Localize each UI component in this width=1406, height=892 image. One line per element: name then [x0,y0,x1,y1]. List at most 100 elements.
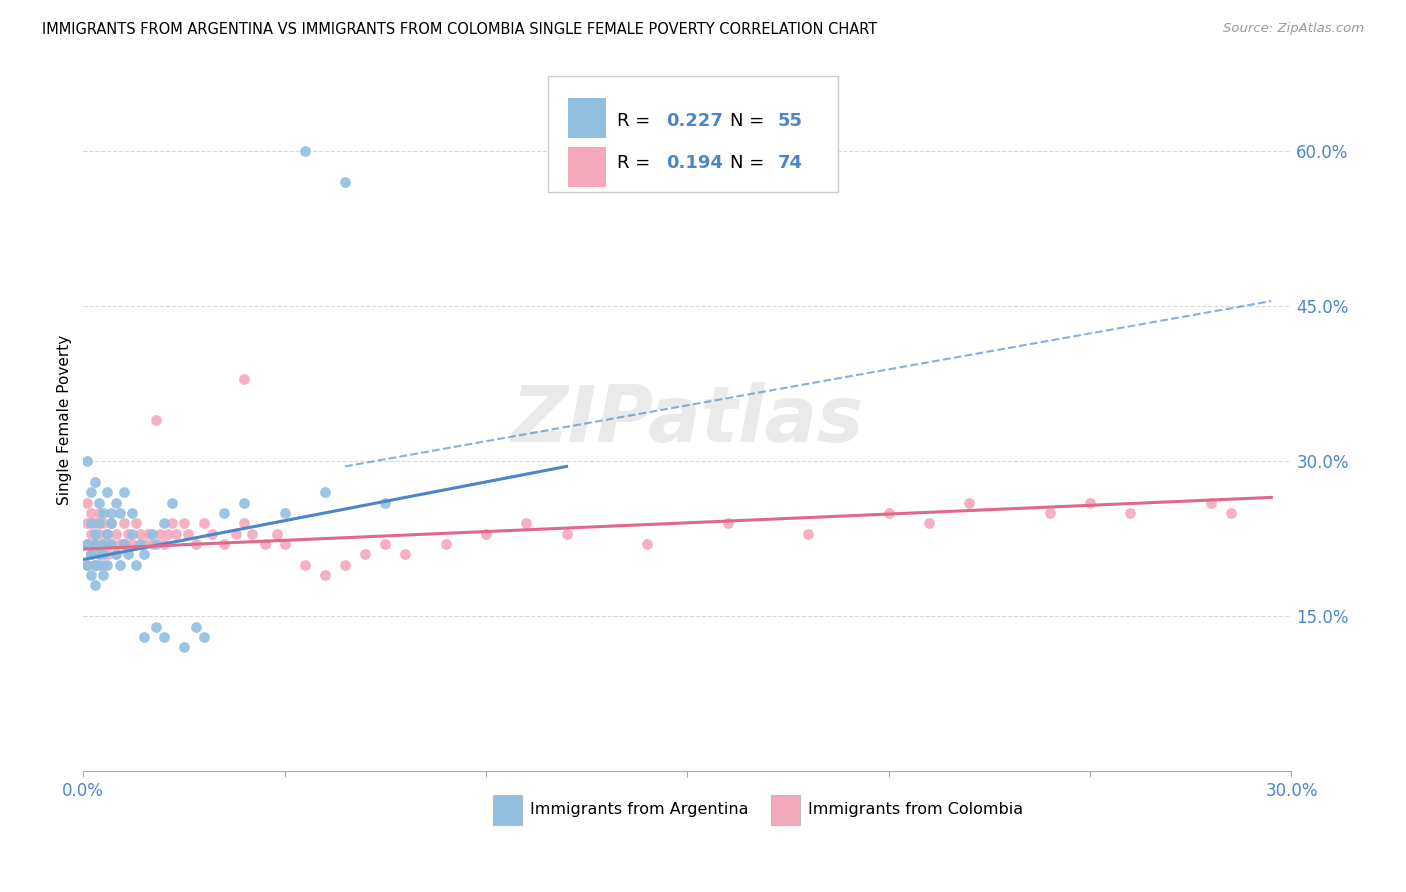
Point [132,537,155,551]
Point [108,506,131,520]
Point [141,526,163,541]
Text: N =: N = [730,154,769,172]
Point [177,526,200,541]
Point [89,516,111,531]
Point [160,516,183,531]
Text: Immigrants from Colombia: Immigrants from Colombia [808,803,1024,817]
Point [96,526,118,541]
Text: 74: 74 [778,154,803,172]
Point [84,537,107,551]
Point [184,537,207,551]
Point [475,526,498,541]
Y-axis label: Single Female Poverty: Single Female Poverty [58,334,72,505]
Point [333,558,356,572]
Point [96,547,118,561]
FancyBboxPatch shape [548,76,838,192]
Point [173,516,195,531]
Point [555,526,578,541]
Point [149,526,172,541]
Point [1119,506,1142,520]
Point [93,506,115,520]
Point [117,526,139,541]
Point [145,619,167,633]
Text: R =: R = [617,154,657,172]
Point [145,537,167,551]
Point [212,506,235,520]
Point [96,485,118,500]
Point [112,485,135,500]
Point [128,526,150,541]
Point [141,537,163,551]
Point [80,485,103,500]
Text: 0.227: 0.227 [665,112,723,130]
Point [89,506,111,520]
Point [108,537,131,551]
Point [100,516,122,531]
Point [877,506,900,520]
Text: Source: ZipAtlas.com: Source: ZipAtlas.com [1223,22,1364,36]
Point [100,537,122,551]
Point [515,516,537,531]
Point [89,526,111,541]
Point [124,558,146,572]
Point [124,516,146,531]
Point [104,526,127,541]
Point [374,537,396,551]
Point [84,537,107,551]
Point [80,547,103,561]
Point [80,506,103,520]
Point [121,526,143,541]
Point [89,558,111,572]
FancyBboxPatch shape [770,795,800,825]
Point [76,537,98,551]
Point [112,537,135,551]
Text: IMMIGRANTS FROM ARGENTINA VS IMMIGRANTS FROM COLOMBIA SINGLE FEMALE POVERTY CORR: IMMIGRANTS FROM ARGENTINA VS IMMIGRANTS … [42,22,877,37]
Point [76,558,98,572]
Point [136,526,159,541]
Point [121,506,143,520]
Point [153,516,176,531]
Point [294,145,316,159]
Text: R =: R = [617,112,657,130]
Point [93,558,115,572]
Point [273,537,295,551]
Point [160,495,183,509]
Point [93,537,115,551]
Point [797,526,820,541]
Point [96,558,118,572]
Point [145,413,167,427]
Point [354,547,377,561]
Point [273,506,295,520]
Point [84,516,107,531]
Text: N =: N = [730,112,769,130]
Point [233,495,256,509]
Text: 55: 55 [778,112,803,130]
Point [76,495,98,509]
Point [76,558,98,572]
Point [121,537,143,551]
Point [165,526,187,541]
Point [233,516,256,531]
Point [93,547,115,561]
Point [112,537,135,551]
Point [233,371,256,385]
Point [717,516,740,531]
Point [193,516,215,531]
Point [80,568,103,582]
Point [636,537,658,551]
Point [89,547,111,561]
Point [1039,506,1062,520]
Point [153,630,176,644]
Point [80,526,103,541]
Point [1220,506,1243,520]
Point [84,558,107,572]
Point [84,537,107,551]
Point [80,547,103,561]
Point [93,568,115,582]
Point [266,526,288,541]
Point [89,495,111,509]
Point [100,506,122,520]
Point [193,630,215,644]
Point [84,578,107,592]
Point [1199,495,1222,509]
